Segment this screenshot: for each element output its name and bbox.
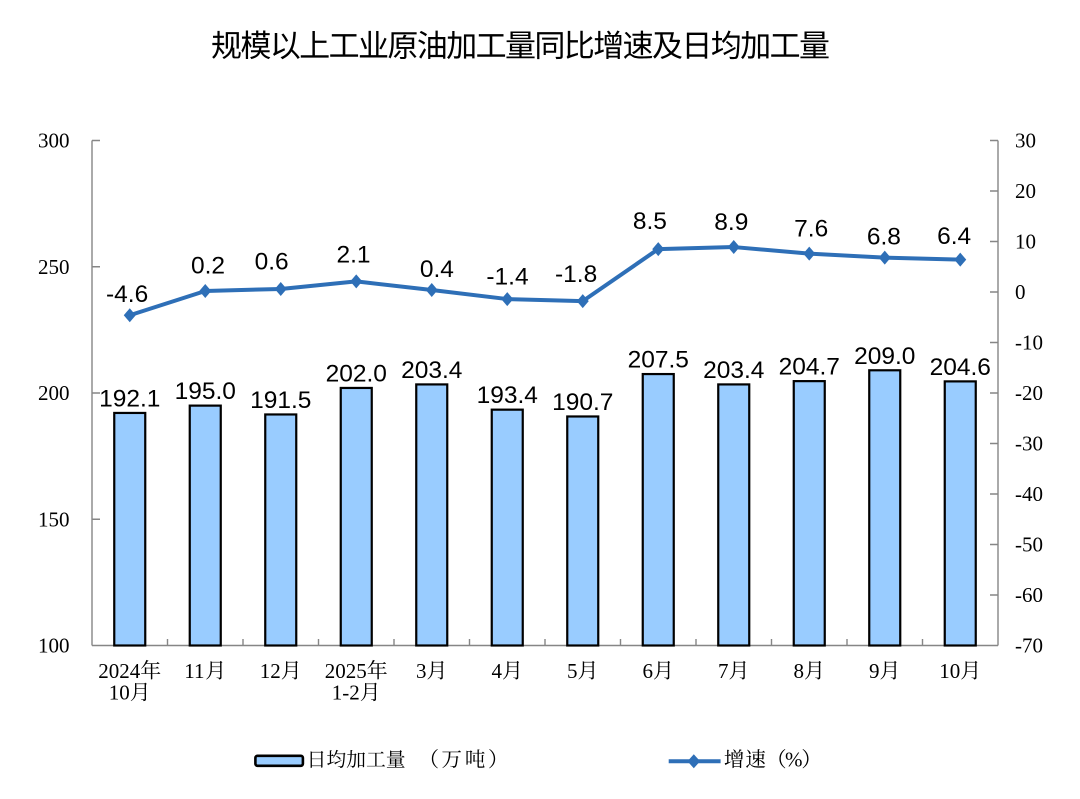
svg-text:2024: 2024: [98, 659, 141, 683]
svg-text:100: 100: [38, 634, 70, 658]
svg-text:202.0: 202.0: [326, 360, 387, 387]
svg-text:-4.6: -4.6: [106, 281, 148, 308]
svg-text:-40: -40: [1015, 482, 1043, 506]
svg-text:8.9: 8.9: [714, 209, 748, 236]
svg-text:200: 200: [38, 381, 70, 405]
svg-text:-10: -10: [1015, 331, 1043, 355]
svg-text:8.5: 8.5: [633, 208, 667, 235]
svg-text:0.6: 0.6: [255, 249, 289, 276]
svg-text:204.7: 204.7: [779, 354, 840, 381]
svg-text:-1.8: -1.8: [555, 261, 597, 288]
svg-text:250: 250: [38, 255, 70, 279]
svg-text:-30: -30: [1015, 432, 1043, 456]
svg-text:20: 20: [1015, 179, 1036, 203]
svg-text:-20: -20: [1015, 381, 1043, 405]
svg-text:195.0: 195.0: [175, 378, 236, 405]
svg-text:191.5: 191.5: [250, 387, 311, 414]
svg-text:-50: -50: [1015, 533, 1043, 557]
svg-text:5: 5: [567, 659, 578, 683]
svg-text:9: 9: [869, 659, 880, 683]
svg-text:7: 7: [718, 659, 729, 683]
svg-text:-60: -60: [1015, 583, 1043, 607]
svg-text:30: 30: [1015, 129, 1036, 153]
svg-text:300: 300: [38, 129, 70, 153]
svg-text:207.5: 207.5: [628, 347, 689, 374]
svg-text:-70: -70: [1015, 634, 1043, 658]
svg-text:6.4: 6.4: [937, 223, 971, 250]
svg-text:3: 3: [416, 659, 427, 683]
svg-text:0: 0: [1015, 280, 1026, 304]
svg-text:209.0: 209.0: [854, 343, 915, 370]
svg-text:6: 6: [643, 659, 654, 683]
svg-text:12: 12: [260, 659, 281, 683]
svg-text:8: 8: [794, 659, 805, 683]
svg-text:2.1: 2.1: [336, 241, 370, 268]
svg-text:150: 150: [38, 507, 70, 531]
svg-text:1-2: 1-2: [332, 681, 360, 705]
svg-text:193.4: 193.4: [477, 382, 538, 409]
svg-text:190.7: 190.7: [552, 389, 613, 416]
svg-text:10: 10: [1015, 230, 1036, 254]
svg-text:7.6: 7.6: [794, 216, 828, 243]
svg-text:10: 10: [109, 681, 130, 705]
svg-text:%: %: [785, 748, 803, 772]
svg-text:10: 10: [939, 659, 960, 683]
svg-text:203.4: 203.4: [401, 357, 462, 384]
svg-text:192.1: 192.1: [99, 385, 160, 412]
svg-text:2025: 2025: [325, 659, 367, 683]
svg-text:4: 4: [492, 659, 503, 683]
svg-text:204.6: 204.6: [930, 354, 991, 381]
svg-text:203.4: 203.4: [703, 357, 764, 384]
svg-text:0.2: 0.2: [191, 253, 225, 280]
svg-text:0.4: 0.4: [420, 256, 454, 283]
svg-text:6.8: 6.8: [867, 224, 901, 251]
svg-text:-1.4: -1.4: [486, 264, 528, 291]
svg-text:11: 11: [184, 659, 204, 683]
